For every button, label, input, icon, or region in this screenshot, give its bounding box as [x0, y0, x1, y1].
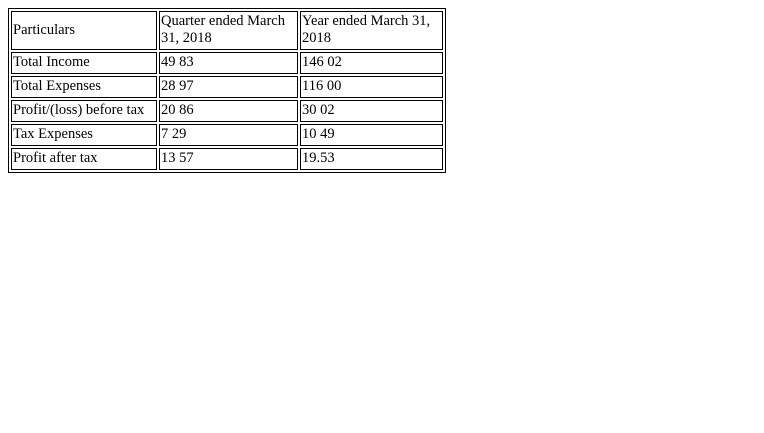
year-value: 10 49 — [300, 124, 443, 146]
quarter-value: 20 86 — [159, 100, 298, 122]
table-row: Tax Expenses 7 29 10 49 — [11, 124, 443, 146]
row-label: Profit after tax — [11, 148, 157, 170]
quarter-value: 7 29 — [159, 124, 298, 146]
row-label: Total Expenses — [11, 76, 157, 98]
table-row: Profit after tax 13 57 19.53 — [11, 148, 443, 170]
header-particulars: Particulars — [11, 11, 157, 50]
row-label: Profit/(loss) before tax — [11, 100, 157, 122]
row-label: Tax Expenses — [11, 124, 157, 146]
row-label: Total Income — [11, 52, 157, 74]
table-row: Total Income 49 83 146 02 — [11, 52, 443, 74]
header-quarter-ended: Quarter ended March 31, 2018 — [159, 11, 298, 50]
table-header-row: Particulars Quarter ended March 31, 2018… — [11, 11, 443, 50]
quarter-value: 49 83 — [159, 52, 298, 74]
table-row: Profit/(loss) before tax 20 86 30 02 — [11, 100, 443, 122]
year-value: 146 02 — [300, 52, 443, 74]
year-value: 30 02 — [300, 100, 443, 122]
financial-results-table: Particulars Quarter ended March 31, 2018… — [8, 8, 446, 173]
table-row: Total Expenses 28 97 116 00 — [11, 76, 443, 98]
year-value: 19.53 — [300, 148, 443, 170]
header-year-ended: Year ended March 31, 2018 — [300, 11, 443, 50]
quarter-value: 13 57 — [159, 148, 298, 170]
page-content: Particulars Quarter ended March 31, 2018… — [8, 8, 446, 173]
year-value: 116 00 — [300, 76, 443, 98]
quarter-value: 28 97 — [159, 76, 298, 98]
